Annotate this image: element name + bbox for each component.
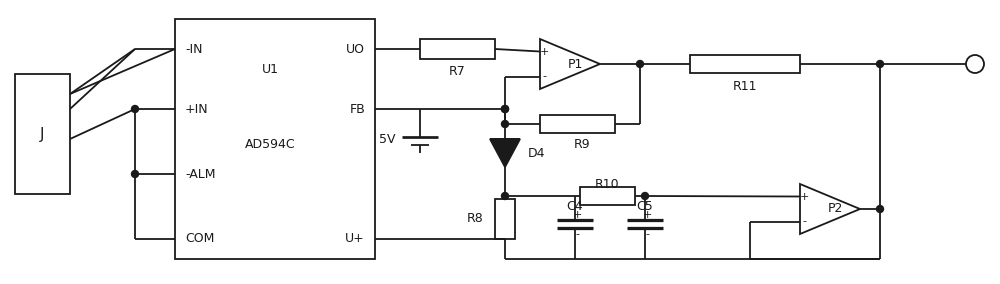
- Polygon shape: [490, 139, 520, 167]
- Text: D4: D4: [528, 147, 546, 160]
- Text: R9: R9: [574, 137, 591, 151]
- Bar: [495, 199, 515, 239]
- Text: P2: P2: [827, 202, 843, 216]
- Text: R11: R11: [733, 80, 757, 93]
- Circle shape: [132, 105, 139, 112]
- Circle shape: [876, 206, 884, 212]
- Text: U1: U1: [262, 62, 279, 76]
- Text: UO: UO: [346, 43, 365, 55]
- Circle shape: [642, 193, 648, 199]
- Circle shape: [502, 105, 509, 112]
- Text: R7: R7: [449, 64, 466, 78]
- Circle shape: [502, 105, 509, 112]
- Bar: [420, 39, 495, 59]
- Text: J: J: [40, 126, 45, 141]
- Text: C5: C5: [637, 199, 653, 212]
- Text: P1: P1: [567, 57, 583, 70]
- Circle shape: [502, 193, 509, 199]
- Text: AD594C: AD594C: [245, 137, 295, 151]
- Bar: [540, 115, 615, 133]
- Circle shape: [502, 120, 509, 128]
- Circle shape: [876, 60, 884, 68]
- Text: -ALM: -ALM: [185, 168, 216, 181]
- Text: +: +: [572, 210, 582, 220]
- Text: R10: R10: [595, 178, 620, 191]
- Bar: [690, 55, 800, 73]
- Text: COM: COM: [185, 233, 214, 245]
- Text: 5V: 5V: [379, 133, 395, 145]
- Bar: [175, 19, 375, 259]
- Text: -: -: [542, 72, 546, 82]
- Text: -: -: [645, 229, 649, 239]
- Text: +IN: +IN: [185, 103, 209, 116]
- Text: U+: U+: [345, 233, 365, 245]
- Text: -: -: [575, 229, 579, 239]
- Text: R8: R8: [466, 212, 483, 225]
- Circle shape: [132, 170, 139, 178]
- Text: C4: C4: [567, 199, 583, 212]
- Text: +: +: [642, 210, 652, 220]
- Text: -IN: -IN: [185, 43, 203, 55]
- Text: +: +: [799, 191, 809, 202]
- Bar: [580, 187, 635, 205]
- Circle shape: [637, 60, 644, 68]
- Text: +: +: [539, 47, 549, 57]
- Bar: [15, 74, 70, 194]
- Text: FB: FB: [349, 103, 365, 116]
- Text: -: -: [802, 216, 806, 227]
